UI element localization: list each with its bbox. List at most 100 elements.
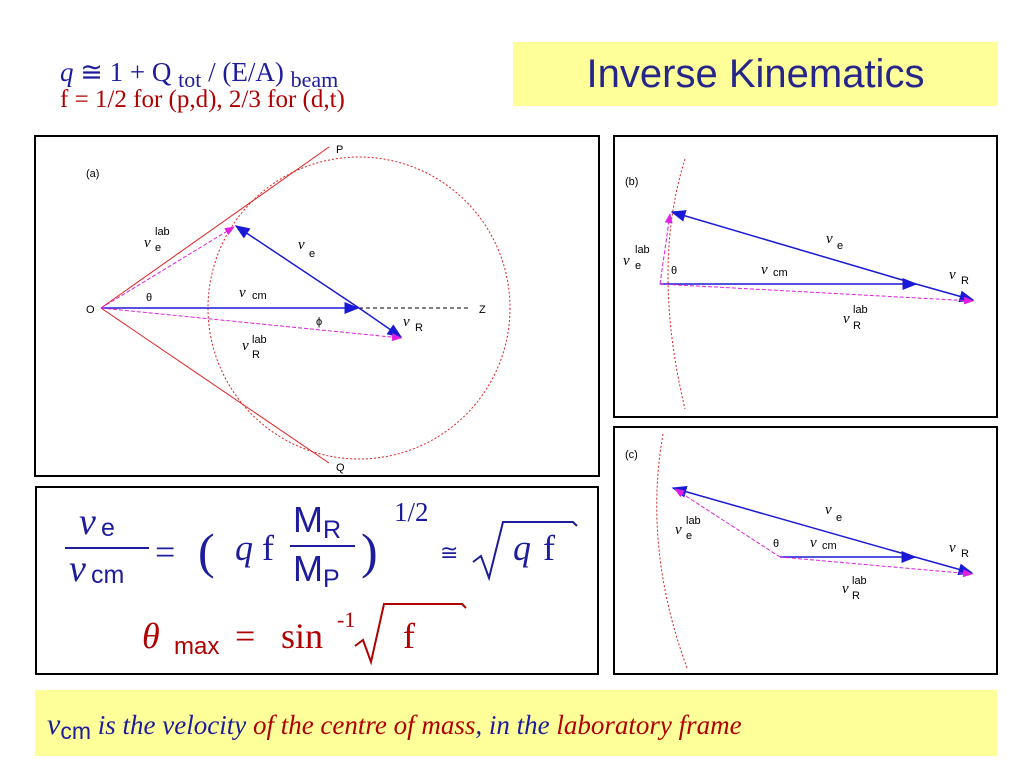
panel-b-label: (b) <box>625 176 638 188</box>
frac-den-cm: cm <box>91 561 124 589</box>
theta-label-b: θ <box>671 265 677 277</box>
v-r-arrow <box>358 307 403 338</box>
velocity-circle <box>207 156 511 460</box>
v-r-lab-sub: R <box>252 349 260 361</box>
m-num-sub: R <box>323 516 341 544</box>
equals-sign-2: = <box>235 616 255 656</box>
v-r-sub-c: R <box>961 548 969 560</box>
v-e-lab-sup-b: lab <box>635 244 650 256</box>
title-box: Inverse Kinematics <box>513 42 998 106</box>
footer-vcm-v: v <box>47 708 61 741</box>
v-e-arrow-b <box>670 210 917 285</box>
v-r-arrow-b <box>915 283 975 303</box>
v-r-v-b: v <box>949 267 956 283</box>
sqrt-f-2: f <box>403 616 415 656</box>
v-r-lab-v-b: v <box>843 311 850 327</box>
arc-b <box>667 158 686 410</box>
v-r-v: v <box>403 314 410 330</box>
v-e-arrow <box>234 225 360 309</box>
sqrt-sign-1 <box>472 521 578 582</box>
panel-a-label: (a) <box>86 168 99 180</box>
v-r-lab-v: v <box>242 338 249 354</box>
v-e-lab-sub: e <box>155 242 161 254</box>
sqrt-sign-2 <box>354 603 467 666</box>
v-r-lab-sub-b: R <box>853 320 861 332</box>
slide-title: Inverse Kinematics <box>586 52 925 96</box>
v-r-lab-arrow-b <box>659 283 974 305</box>
v-cm-v-c: v <box>810 535 817 551</box>
diagram-panel-b: (b) θ v e lab v e v cm v R v R lab <box>613 135 998 418</box>
v-cm-sub: cm <box>252 290 267 302</box>
formula-svg: v e v cm = ( q f M R M P ) 1/2 ≅ q f θ m… <box>65 497 578 666</box>
q-sub-beam: beam <box>290 67 339 92</box>
phi-label: ϕ <box>316 316 322 328</box>
v-r-lab-arrow-c <box>779 556 973 578</box>
m-den: M <box>293 548 323 589</box>
v-e-lab-v: v <box>144 235 151 251</box>
v-r-arrow-c <box>914 556 974 576</box>
v-r-sub: R <box>415 322 423 334</box>
theta-max-symbol: θ <box>142 616 160 656</box>
q-sub-tot: tot <box>178 67 202 92</box>
footer-part4: laboratory frame <box>556 710 742 740</box>
formula-panel: v e v cm = ( q f M R M P ) 1/2 ≅ q f θ m… <box>35 486 599 675</box>
equals-sign-1: = <box>155 532 175 572</box>
v-e-lab-sub-c: e <box>686 530 692 542</box>
q-expression: ≅ 1 + Q <box>80 57 172 87</box>
v-r-lab-arrow <box>100 307 402 342</box>
v-r-lab-v-c: v <box>842 581 849 597</box>
v-e-lab-sup-c: lab <box>686 515 701 527</box>
arc-c <box>656 433 688 669</box>
footer-part1: is the velocity <box>91 710 253 740</box>
v-e-v: v <box>298 237 305 253</box>
q-definition: q ≅ 1 + Q tot / (E/A) beam <box>60 57 338 92</box>
v-cm-v: v <box>239 285 246 301</box>
v-e-lab-arrow <box>100 226 235 309</box>
z-axis-label: Z <box>479 304 486 316</box>
diagram-b: (b) θ v e lab v e v cm v R v R lab <box>623 158 975 410</box>
v-e-arrow-c <box>671 485 916 558</box>
tangent-line-p <box>100 146 330 309</box>
m-den-sub: P <box>323 565 340 593</box>
approx-sign: ≅ <box>440 540 458 565</box>
tangent-line-q <box>100 307 330 464</box>
panel-c-label: (c) <box>625 449 638 461</box>
v-r-sub-b: R <box>961 275 969 287</box>
point-p-label: P <box>336 144 343 156</box>
theta-label: θ <box>146 292 152 304</box>
diagram-panel-a: (a) P Q O Z θ ϕ v e lab v e v cm v R v R… <box>34 135 600 477</box>
v-r-lab-sup: lab <box>252 334 267 346</box>
origin-label: O <box>86 304 95 316</box>
sin-term: sin <box>281 616 323 656</box>
point-q-label: Q <box>336 462 345 474</box>
footer-part3: , in the <box>475 710 557 740</box>
v-r-lab-sub-c: R <box>852 590 860 602</box>
v-cm-sub-b: cm <box>773 267 788 279</box>
f-term: f <box>262 528 274 568</box>
sqrt-f: f <box>543 528 555 568</box>
v-e-sub-b: e <box>837 240 843 252</box>
sin-exponent: -1 <box>337 607 355 632</box>
exponent: 1/2 <box>394 497 429 527</box>
theta-max-sub: max <box>174 633 219 660</box>
q-symbol: q <box>60 57 74 87</box>
v-e-lab-v-b: v <box>623 253 630 269</box>
v-e-lab-sub-b: e <box>635 260 641 272</box>
q-expression-2: / (E/A) <box>208 57 284 87</box>
diagram-c: (c) θ v e lab v e v cm v R v R lab <box>625 433 974 669</box>
footer-vcm-sub: cm <box>60 718 91 744</box>
left-paren: ( <box>198 523 215 579</box>
frac-den-v: v <box>69 548 86 590</box>
v-cm-sub-c: cm <box>822 540 837 552</box>
v-e-lab-arrow-c <box>674 488 781 558</box>
v-e-lab-sup: lab <box>155 226 170 238</box>
v-e-v-b: v <box>826 231 833 247</box>
v-r-v-c: v <box>949 540 956 556</box>
footer-part2: of the centre of mass <box>252 710 476 740</box>
v-e-v-c: v <box>825 502 832 518</box>
theta-label-c: θ <box>773 538 779 550</box>
sqrt-q: q <box>513 528 531 568</box>
q-term: q <box>235 528 253 568</box>
right-paren: ) <box>361 523 378 579</box>
diagram-panel-c: (c) θ v e lab v e v cm v R v R lab <box>613 426 998 675</box>
